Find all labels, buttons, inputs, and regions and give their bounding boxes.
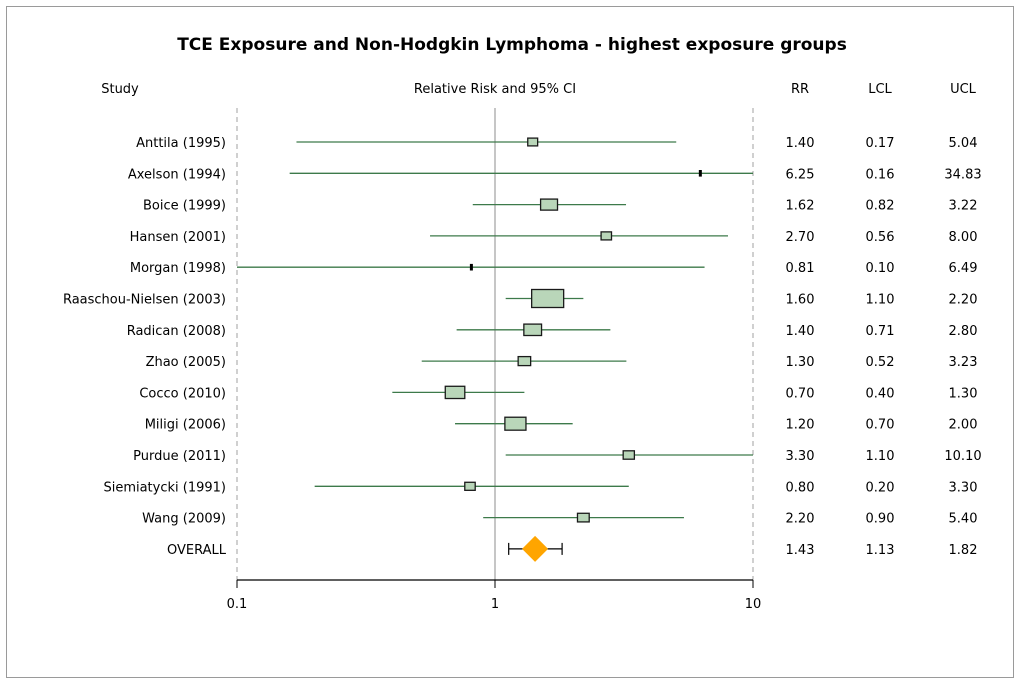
x-tick-label: 1 xyxy=(491,597,499,612)
overall-diamond xyxy=(522,535,549,562)
x-tick-label: 10 xyxy=(745,597,762,612)
lcl-value: 1.10 xyxy=(866,449,895,464)
ucl-value: 8.00 xyxy=(949,230,978,245)
header-rr: RR xyxy=(791,82,809,97)
study-label: Wang (2009) xyxy=(142,512,226,527)
lcl-value: 0.70 xyxy=(866,418,895,433)
point-estimate-box xyxy=(504,416,527,431)
lcl-value: 0.71 xyxy=(866,324,895,339)
ucl-value: 3.23 xyxy=(949,355,978,370)
ucl-value: 2.00 xyxy=(949,418,978,433)
rr-value: 1.30 xyxy=(786,355,815,370)
header-plot: Relative Risk and 95% CI xyxy=(414,82,576,97)
study-label: Siemiatycki (1991) xyxy=(103,480,226,495)
chart-frame xyxy=(6,6,1014,678)
header-ucl: UCL xyxy=(950,82,977,97)
rr-value: 1.60 xyxy=(786,293,815,308)
study-label: Morgan (1998) xyxy=(130,261,226,276)
rr-value: 0.81 xyxy=(786,261,815,276)
study-label: Cocco (2010) xyxy=(139,386,226,401)
ucl-value: 34.83 xyxy=(944,167,981,182)
rr-value: 2.20 xyxy=(786,512,815,527)
lcl-value: 0.17 xyxy=(866,136,895,151)
point-estimate-box xyxy=(531,288,565,309)
rr-value: 2.70 xyxy=(786,230,815,245)
point-estimate-box xyxy=(469,263,473,271)
rr-value: 0.70 xyxy=(786,386,815,401)
header-lcl: LCL xyxy=(868,82,892,97)
lcl-value: 0.56 xyxy=(866,230,895,245)
x-tick-label: 0.1 xyxy=(227,597,248,612)
ucl-value: 1.30 xyxy=(949,386,978,401)
study-label: Radican (2008) xyxy=(127,324,226,339)
overall-rr-value: 1.43 xyxy=(786,543,815,558)
lcl-value: 0.10 xyxy=(866,261,895,276)
lcl-value: 0.40 xyxy=(866,386,895,401)
ucl-value: 2.80 xyxy=(949,324,978,339)
study-label: Miligi (2006) xyxy=(145,418,226,433)
ucl-value: 3.30 xyxy=(949,480,978,495)
ucl-value: 5.04 xyxy=(949,136,978,151)
rr-value: 1.40 xyxy=(786,324,815,339)
overall-label: OVERALL xyxy=(167,543,227,558)
lcl-value: 0.90 xyxy=(866,512,895,527)
lcl-value: 0.16 xyxy=(866,167,895,182)
study-label: Zhao (2005) xyxy=(146,355,226,370)
ucl-value: 10.10 xyxy=(944,449,981,464)
study-label: Axelson (1994) xyxy=(128,167,226,182)
rr-value: 1.40 xyxy=(786,136,815,151)
rr-value: 3.30 xyxy=(786,449,815,464)
point-estimate-box xyxy=(539,198,559,211)
study-label: Hansen (2001) xyxy=(130,230,226,245)
study-label: Purdue (2011) xyxy=(133,449,226,464)
ucl-value: 3.22 xyxy=(949,199,978,214)
rr-value: 1.62 xyxy=(786,199,815,214)
study-label: Boice (1999) xyxy=(143,199,226,214)
point-estimate-box xyxy=(444,385,466,400)
ucl-value: 5.40 xyxy=(949,512,978,527)
point-estimate-box xyxy=(622,450,636,460)
ucl-value: 6.49 xyxy=(949,261,978,276)
point-estimate-box xyxy=(698,170,702,177)
rr-value: 1.20 xyxy=(786,418,815,433)
lcl-value: 0.20 xyxy=(866,480,895,495)
chart-title: TCE Exposure and Non-Hodgkin Lymphoma - … xyxy=(177,35,847,55)
point-estimate-box xyxy=(576,512,590,523)
study-label: Anttila (1995) xyxy=(136,136,226,151)
overall-ucl-value: 1.82 xyxy=(949,543,978,558)
point-estimate-box xyxy=(523,323,543,337)
point-estimate-box xyxy=(517,355,532,367)
lcl-value: 0.52 xyxy=(866,355,895,370)
point-estimate-box xyxy=(464,481,476,491)
rr-value: 0.80 xyxy=(786,480,815,495)
lcl-value: 1.10 xyxy=(866,293,895,308)
lcl-value: 0.82 xyxy=(866,199,895,214)
point-estimate-box xyxy=(527,137,539,147)
point-estimate-box xyxy=(600,231,613,241)
header-study: Study xyxy=(101,82,139,97)
overall-lcl-value: 1.13 xyxy=(866,543,895,558)
ucl-value: 2.20 xyxy=(949,293,978,308)
study-label: Raaschou-Nielsen (2003) xyxy=(63,293,226,308)
rr-value: 6.25 xyxy=(786,167,815,182)
